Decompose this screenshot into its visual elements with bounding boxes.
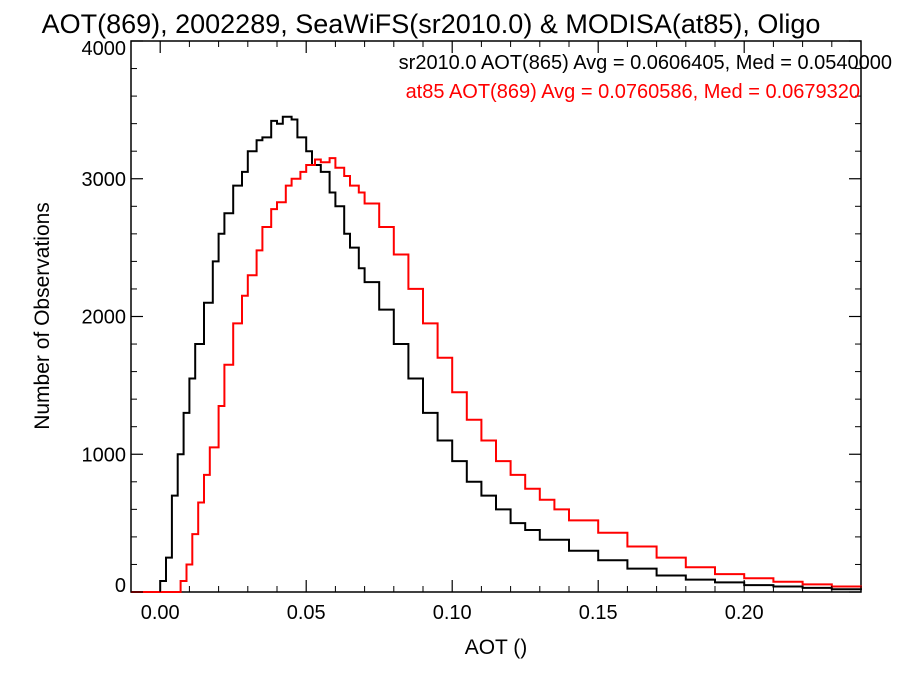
x-tick-label: 0.20 bbox=[725, 602, 764, 624]
y-tick-label: 3000 bbox=[82, 169, 127, 191]
y-tick-label: 2000 bbox=[82, 307, 127, 329]
series-line-0 bbox=[131, 115, 862, 593]
legend-entry-sr2010: sr2010.0 AOT(865) Avg = 0.0606405, Med =… bbox=[399, 52, 892, 74]
x-axis-title: AOT () bbox=[465, 636, 528, 659]
series-line-1 bbox=[131, 157, 862, 593]
x-tick-labels: 0.00 0.05 0.10 0.15 0.20 bbox=[141, 602, 764, 624]
x-tick-label: 0.15 bbox=[579, 602, 618, 624]
x-tick-label: 0.10 bbox=[433, 602, 472, 624]
x-tick-label: 0.05 bbox=[287, 602, 326, 624]
legend-entry-at85: at85 AOT(869) Avg = 0.0760586, Med = 0.0… bbox=[406, 81, 860, 103]
chart-title: AOT(869), 2002289, SeaWiFS(sr2010.0) & M… bbox=[42, 9, 821, 39]
y-tick-label: 4000 bbox=[82, 38, 127, 60]
y-axis-title: Number of Observations bbox=[31, 202, 54, 430]
y-tick-labels: 0 1000 2000 3000 4000 bbox=[82, 38, 127, 597]
series-layer bbox=[131, 115, 862, 593]
ticks-layer bbox=[130, 40, 862, 593]
y-tick-label: 1000 bbox=[82, 444, 127, 466]
y-tick-label: 0 bbox=[115, 575, 126, 597]
x-tick-label: 0.00 bbox=[141, 602, 180, 624]
legend: sr2010.0 AOT(865) Avg = 0.0606405, Med =… bbox=[399, 52, 892, 103]
